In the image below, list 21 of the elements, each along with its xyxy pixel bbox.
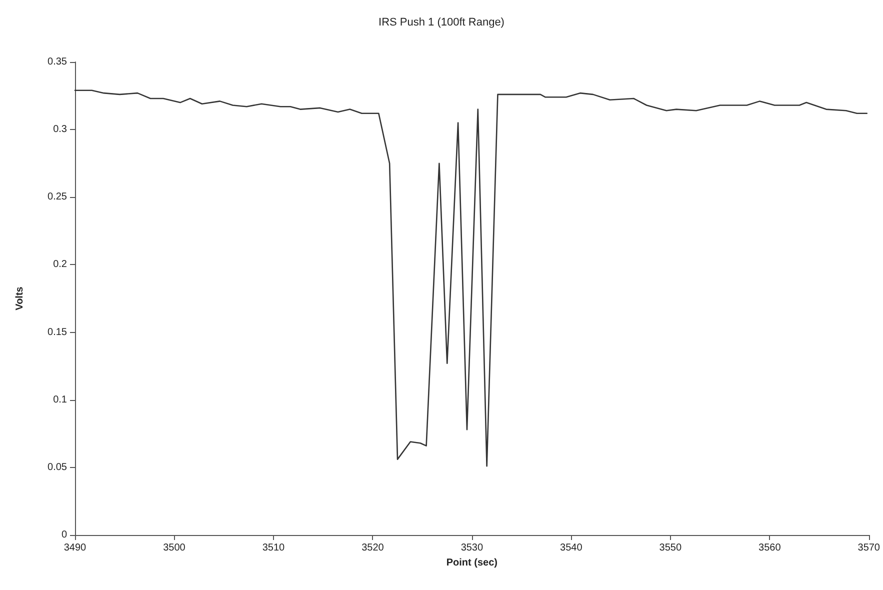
y-tick-label: 0 xyxy=(61,530,68,540)
y-tick-label: 0.1 xyxy=(53,394,68,406)
line-series xyxy=(74,90,868,467)
x-tick-label: 3490 xyxy=(64,542,87,554)
y-axis-title: Volts xyxy=(14,286,26,310)
x-tick-label: 3570 xyxy=(858,542,880,554)
y-tick-label: 0.3 xyxy=(53,124,68,136)
x-tick-label: 3500 xyxy=(163,542,186,554)
x-tick-label: 3510 xyxy=(262,542,286,554)
y-tick-label: 0.25 xyxy=(48,192,68,203)
x-axis-title: Point (sec) xyxy=(446,557,498,568)
x-tick-label: 3540 xyxy=(560,542,583,554)
x-tick-label: 3550 xyxy=(659,542,682,554)
chart-title: IRS Push 1 (100ft Range) xyxy=(378,16,504,28)
y-tick-label: 0.05 xyxy=(48,462,68,473)
x-tick-label: 3560 xyxy=(758,542,782,554)
x-tick-label: 3530 xyxy=(460,542,484,554)
y-tick-label: 0.15 xyxy=(48,326,68,338)
y-tick-label: 0.35 xyxy=(48,56,68,68)
x-tick-label: 3520 xyxy=(362,542,384,554)
y-tick-label: 0.2 xyxy=(53,259,68,270)
